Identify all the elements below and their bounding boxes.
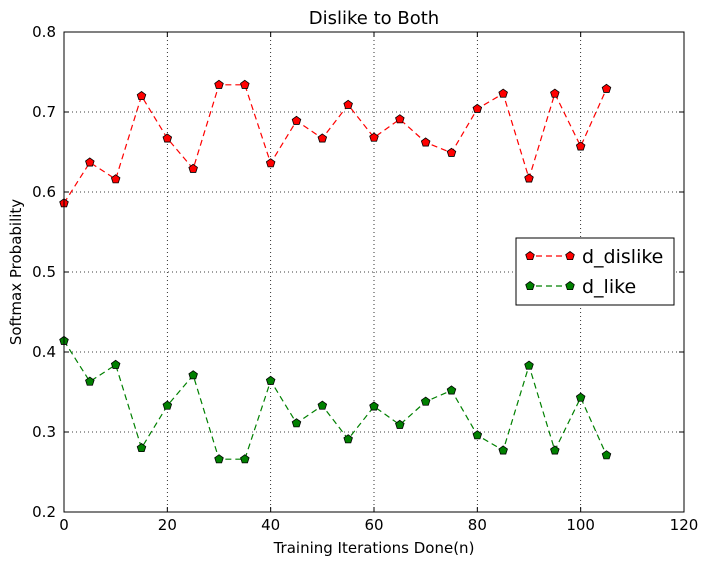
ticks: 0 20 40 60 80 100 120 0.2 0.3 0.4 0.5 0.6 0.7 0.8 [32, 23, 698, 534]
data-point [317, 133, 328, 143]
data-point [420, 396, 431, 406]
data-point [575, 392, 586, 402]
data-point [85, 376, 95, 386]
data-point [550, 88, 560, 98]
data-point [446, 147, 457, 157]
data-point [162, 133, 173, 143]
data-point [85, 157, 95, 167]
x-tick-label: 120 [670, 516, 699, 534]
data-point [601, 450, 612, 460]
legend-label: d_dislike [582, 246, 663, 268]
data-point [395, 419, 405, 429]
data-point [420, 137, 431, 147]
data-point [472, 103, 483, 113]
data-point [446, 385, 457, 395]
data-point [575, 141, 586, 151]
data-point [291, 115, 302, 125]
x-tick-label: 100 [566, 516, 595, 534]
data-point [369, 401, 379, 411]
data-point [110, 359, 121, 369]
chart-title: Dislike to Both [309, 8, 439, 29]
data-point [136, 91, 147, 101]
y-tick-label: 0.8 [32, 23, 56, 41]
data-point [369, 132, 379, 142]
y-tick-label: 0.3 [32, 423, 56, 441]
legend-item: d_like [525, 276, 636, 298]
data-point [214, 454, 224, 464]
y-tick-label: 0.6 [32, 183, 56, 201]
x-tick-label: 60 [364, 516, 383, 534]
data-point [188, 163, 198, 173]
data-point [498, 445, 508, 455]
legend-marker [525, 251, 535, 261]
x-tick-label: 80 [468, 516, 487, 534]
legend-box [515, 237, 675, 306]
y-tick-label: 0.7 [32, 103, 56, 121]
data-point [524, 360, 534, 370]
x-axis-label: Training Iterations Done(n) [273, 539, 475, 557]
data-point [472, 430, 483, 440]
data-point [343, 434, 353, 444]
data-point [550, 445, 560, 455]
x-tick-label: 0 [59, 516, 69, 534]
data-point [343, 99, 353, 109]
y-tick-label: 0.2 [32, 503, 56, 521]
data-point [524, 173, 534, 183]
data-point [291, 418, 302, 428]
series-layer [59, 79, 612, 464]
data-point [240, 79, 250, 89]
y-tick-label: 0.5 [32, 263, 56, 281]
data-point [601, 83, 612, 93]
series-line [63, 340, 608, 460]
legend-label: d_like [582, 276, 636, 298]
series-d_like [59, 335, 612, 464]
x-tick-label: 40 [261, 516, 280, 534]
series-d_dislike [59, 79, 612, 208]
data-point [265, 375, 276, 385]
data-point [317, 400, 328, 410]
legend-item: d_dislike [525, 246, 663, 268]
data-point [395, 114, 405, 124]
data-point [498, 88, 508, 98]
series-line [63, 84, 608, 204]
legend-marker [565, 251, 575, 261]
legend-marker [525, 281, 535, 291]
x-tick-label: 20 [158, 516, 177, 534]
data-point [214, 79, 224, 89]
y-tick-label: 0.4 [32, 343, 56, 361]
data-point [110, 174, 121, 184]
legend: d_dislike d_like [515, 237, 675, 306]
y-axis-label: Softmax Probability [7, 199, 25, 345]
data-point [240, 454, 250, 464]
legend-marker [565, 281, 575, 291]
data-point [162, 400, 173, 410]
data-point [136, 443, 147, 453]
data-point [265, 158, 276, 168]
data-point [188, 370, 198, 380]
